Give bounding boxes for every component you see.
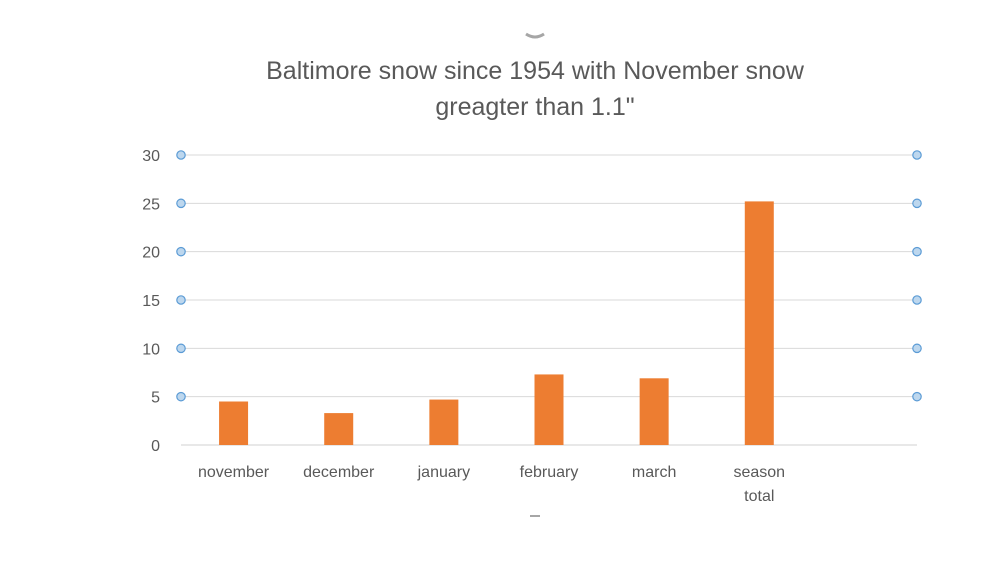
y-tick-label: 20: [142, 245, 160, 262]
gridline-handle-left[interactable]: [176, 343, 186, 354]
gridline-handle-right[interactable]: [912, 198, 922, 209]
chart-title: Baltimore snow since 1954 with November …: [266, 57, 805, 121]
gridline-handle-right[interactable]: [912, 246, 922, 257]
gridline-handle-left[interactable]: [176, 246, 186, 257]
bar: [429, 399, 459, 445]
x-tick-label: february: [520, 464, 579, 481]
x-tick-label: december: [303, 464, 375, 481]
chart-title-line-2: greagter than 1.1": [435, 93, 634, 121]
top-resize-handle[interactable]: [525, 32, 545, 39]
chart-title-line-1: Baltimore snow since 1954 with November …: [266, 57, 805, 85]
y-tick-label: 30: [142, 148, 160, 165]
y-tick-label: 25: [142, 196, 160, 213]
gridline-handle-left[interactable]: [176, 295, 186, 305]
x-axis: november december january february march seas…: [198, 464, 785, 505]
gridline-handle-right[interactable]: [912, 391, 922, 402]
gridline-handle-right[interactable]: [912, 343, 922, 354]
gridline-handle-right[interactable]: [912, 150, 922, 160]
y-tick-label: 5: [151, 390, 160, 407]
y-axis: 0 5 10 15 20 25 30: [142, 148, 160, 455]
bar: [744, 201, 774, 445]
chart-selection-handles[interactable]: [525, 32, 545, 517]
gridline-handle-left[interactable]: [176, 150, 186, 160]
x-tick-label: march: [632, 464, 676, 481]
bar: [534, 374, 564, 445]
x-tick-label: january: [417, 464, 470, 481]
y-tick-label: 0: [151, 438, 160, 455]
bar: [324, 413, 354, 445]
x-tick-label: season: [733, 464, 785, 481]
gridline-handle-right[interactable]: [912, 295, 922, 305]
y-tick-label: 10: [142, 341, 160, 358]
bar: [639, 378, 669, 445]
gridline-handles[interactable]: [176, 150, 922, 402]
bar: [219, 401, 249, 445]
gridline-handle-left[interactable]: [176, 391, 186, 402]
y-tick-label: 15: [142, 293, 160, 310]
gridline-handle-left[interactable]: [176, 198, 186, 209]
x-tick-label: total: [744, 488, 774, 505]
bar-series: [219, 201, 774, 445]
x-tick-label: november: [198, 464, 270, 481]
